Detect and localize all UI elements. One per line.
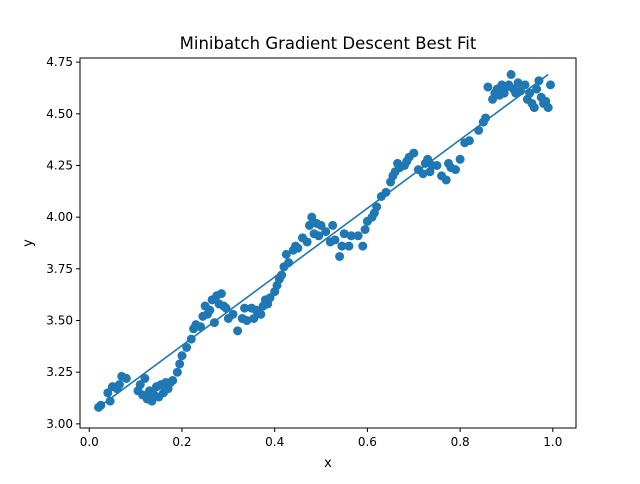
data-point — [337, 241, 347, 251]
data-point — [242, 316, 252, 326]
data-point — [432, 160, 442, 170]
data-point — [121, 373, 131, 383]
data-point — [455, 154, 465, 164]
scatter-points — [94, 70, 555, 412]
data-point — [450, 165, 460, 175]
y-tick-label: 3.00 — [46, 417, 73, 431]
axes: 0.0 0.2 0.4 0.6 0.8 1.0 3.00 3.25 3.50 3.75 4.00 4.… — [46, 55, 577, 449]
x-tick-label: 0.0 — [80, 435, 99, 449]
data-point — [474, 125, 484, 135]
x-tick-label: 1.0 — [543, 435, 562, 449]
data-point — [513, 78, 523, 88]
data-point — [339, 229, 349, 239]
data-point — [168, 375, 178, 385]
data-point — [307, 212, 317, 222]
data-point — [228, 309, 238, 319]
data-point — [372, 202, 382, 212]
data-point — [281, 249, 291, 259]
fit-line-group — [98, 73, 549, 408]
fit-line — [98, 73, 549, 408]
data-point — [233, 326, 243, 336]
y-tick-label: 3.50 — [46, 314, 73, 328]
data-point — [483, 82, 493, 92]
data-point — [546, 80, 555, 90]
y-axis-label: y — [21, 239, 36, 247]
data-point — [105, 396, 115, 406]
x-tick-label: 0.8 — [451, 435, 470, 449]
data-point — [360, 225, 370, 235]
data-point — [103, 388, 113, 398]
data-point — [175, 359, 185, 369]
data-point — [464, 136, 474, 146]
data-point — [529, 103, 539, 113]
data-point — [177, 351, 187, 361]
data-point — [314, 231, 324, 241]
axes-frame — [79, 57, 577, 429]
data-point — [321, 227, 331, 237]
data-point — [182, 342, 192, 352]
data-point — [205, 305, 215, 315]
data-point — [330, 235, 340, 245]
data-point — [135, 380, 145, 390]
data-point — [216, 289, 226, 299]
data-point — [328, 220, 338, 230]
data-point — [358, 241, 368, 251]
data-point — [316, 220, 326, 230]
data-point — [543, 103, 553, 113]
x-tick-label: 0.2 — [172, 435, 191, 449]
x-tick-label: 0.4 — [265, 435, 284, 449]
data-point — [302, 237, 312, 247]
data-point — [304, 220, 314, 230]
data-point — [532, 84, 542, 94]
data-point — [196, 322, 206, 332]
data-point — [249, 313, 259, 323]
data-point — [344, 241, 354, 251]
y-tick-label: 4.00 — [46, 210, 73, 224]
data-point — [418, 169, 428, 179]
data-point — [381, 187, 391, 197]
data-point — [409, 148, 419, 158]
data-point — [335, 251, 345, 261]
data-point — [506, 70, 516, 80]
data-point — [353, 231, 363, 241]
x-tick-label: 0.6 — [358, 435, 377, 449]
data-point — [265, 293, 275, 303]
data-point — [256, 309, 266, 319]
y-tick-label: 4.75 — [46, 55, 73, 69]
y-tick-label: 3.25 — [46, 365, 73, 379]
y-tick-label: 4.25 — [46, 158, 73, 172]
data-point — [520, 80, 530, 90]
data-point — [140, 373, 150, 383]
y-tick-label: 3.75 — [46, 262, 73, 276]
data-point — [481, 113, 491, 123]
x-axis-label: x — [324, 456, 332, 471]
data-point — [293, 243, 303, 253]
chart-title: Minibatch Gradient Descent Best Fit — [180, 34, 477, 53]
data-point — [172, 367, 182, 377]
data-point — [240, 303, 250, 313]
data-point — [441, 175, 451, 185]
data-point — [114, 380, 124, 390]
y-tick-label: 4.50 — [46, 107, 73, 121]
data-point — [346, 231, 356, 241]
